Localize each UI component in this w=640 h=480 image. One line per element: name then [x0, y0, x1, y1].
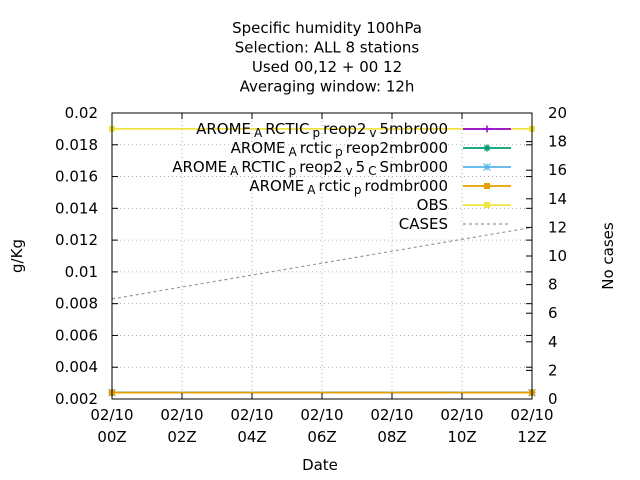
y2-tick-label: 20 [548, 104, 567, 122]
chart-title: Specific humidity 100hPa Selection: ALL 8… [232, 19, 422, 96]
legend-label-subscript: p [312, 126, 320, 140]
x-tick-label-hour: 00Z [97, 428, 126, 446]
y2-tick-label: 2 [548, 361, 558, 379]
legend-label-text: AROME [249, 177, 304, 195]
legend-label-subscript: C [368, 164, 376, 178]
y-tick-label: 0.014 [55, 199, 98, 217]
y2-tick-label: 12 [548, 218, 567, 236]
legend-label-subscript: p [289, 164, 297, 178]
legend-label-subscript: p [354, 183, 362, 197]
legend-marker [483, 144, 491, 152]
legend-label-text: reop2mbr000 [346, 139, 448, 157]
legend-label-subscript: v [346, 164, 353, 178]
legend-label-text: OBS [417, 196, 448, 214]
legend-label-subscript: v [369, 126, 376, 140]
legend-label-text: RCTIC [241, 158, 285, 176]
y-tick-label: 0.012 [55, 231, 98, 249]
x-tick-label-hour: 06Z [307, 428, 336, 446]
y-tick-label: 0.01 [65, 263, 98, 281]
x-tick-label-date: 02/10 [370, 406, 413, 424]
legend-marker [484, 202, 490, 208]
title-line: Averaging window: 12h [240, 78, 415, 96]
y-tick-label: 0.02 [65, 104, 98, 122]
y2-tick-label: 16 [548, 161, 567, 179]
y-tick-label: 0.018 [55, 136, 98, 154]
legend-label-text: CASES [399, 215, 448, 233]
legend-label-text: 5mbr000 [380, 120, 448, 138]
legend-label: CASES [399, 215, 448, 233]
y-axis-label: g/Kg [8, 239, 26, 273]
title-line: Specific humidity 100hPa [232, 19, 422, 37]
x-axis-label: Date [302, 456, 338, 474]
legend-label-text: rctic [319, 177, 351, 195]
x-tick-label-date: 02/10 [230, 406, 273, 424]
y-tick-label: 0.016 [55, 168, 98, 186]
y2-tick-label: 6 [548, 304, 558, 322]
y-tick-label: 0.002 [55, 390, 98, 408]
legend-label-text: rodmbr000 [365, 177, 448, 195]
legend-label-subscript: p [335, 145, 343, 159]
legend-label-subscript: A [289, 145, 298, 159]
x-tick-label-date: 02/10 [300, 406, 343, 424]
legend-label-text: 5 [356, 158, 366, 176]
x-tick-label-hour: 10Z [447, 428, 476, 446]
y-tick-label: 0.004 [55, 358, 98, 376]
y2-tick-label: 18 [548, 133, 567, 151]
legend-label: AROME A RCTIC p reop2 v 5 C Smbr000 [172, 158, 448, 178]
legend-label: AROME A RCTIC p reop2 v 5mbr000 [196, 120, 448, 140]
y2-axis-label: No cases [599, 222, 617, 290]
legend-label-subscript: A [230, 164, 239, 178]
x-tick-label-hour: 04Z [237, 428, 266, 446]
y2-tick-label: 0 [548, 390, 558, 408]
legend-label-text: AROME [231, 139, 286, 157]
legend-label-subscript: A [307, 183, 316, 197]
legend-marker [484, 183, 490, 189]
x-tick-label-hour: 12Z [517, 428, 546, 446]
legend-label-text: reop2 [323, 120, 366, 138]
legend-label-text: Smbr000 [380, 158, 448, 176]
x-tick-label-date: 02/10 [90, 406, 133, 424]
legend-label-text: reop2 [299, 158, 342, 176]
y-tick-label: 0.008 [55, 295, 98, 313]
title-line: Used 00,12 + 00 12 [252, 58, 402, 76]
title-line: Selection: ALL 8 stations [235, 39, 420, 57]
axes: 0.002 0.004 0.006 0.008 0.01 0.012 0.014 0.016 0… [55, 104, 567, 446]
series-line [111, 226, 533, 300]
legend-label-text: RCTIC [265, 120, 309, 138]
x-tick-label-date: 02/10 [510, 406, 553, 424]
legend-label-text: rctic [300, 139, 332, 157]
legend-label: OBS [417, 196, 448, 214]
legend-marker [483, 125, 491, 133]
x-tick-label-date: 02/10 [440, 406, 483, 424]
x-tick-label-hour: 02Z [167, 428, 196, 446]
legend-label-text: AROME [196, 120, 251, 138]
legend-marker [483, 163, 491, 171]
y2-tick-label: 8 [548, 276, 558, 294]
y2-tick-label: 14 [548, 190, 567, 208]
legend-label-text: AROME [172, 158, 227, 176]
x-tick-label-date: 02/10 [160, 406, 203, 424]
y2-tick-label: 10 [548, 247, 567, 265]
y2-tick-label: 4 [548, 333, 558, 351]
legend-label-subscript: A [254, 126, 263, 140]
y-tick-label: 0.006 [55, 326, 98, 344]
x-tick-label-hour: 08Z [377, 428, 406, 446]
